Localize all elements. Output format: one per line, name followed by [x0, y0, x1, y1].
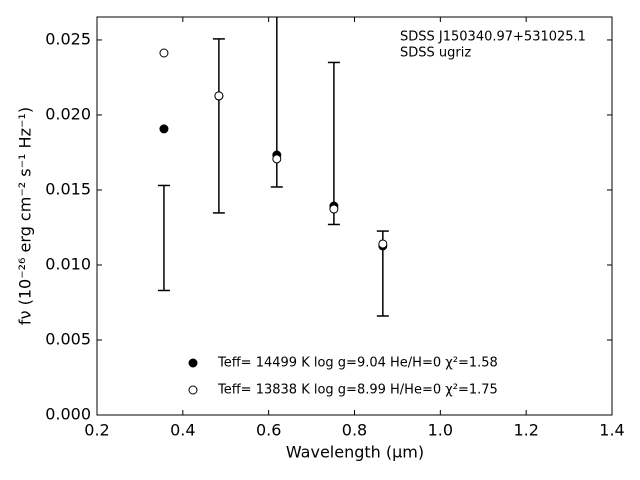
plot-area [157, 17, 389, 317]
y-axis-label: fν (10⁻²⁶ erg cm⁻² s⁻¹ Hz⁻¹) [16, 107, 35, 325]
point [329, 204, 339, 214]
x-tick-label: 0.6 [256, 421, 281, 440]
legend-label: Teff= 14499 K log g=9.04 He/H=0 χ²=1.58 [217, 356, 498, 371]
legend-marker [188, 385, 198, 395]
y-tick-label: 0.000 [45, 405, 91, 424]
x-tick-label: 0.2 [84, 421, 109, 440]
y-tick-label: 0.015 [45, 179, 91, 198]
y-tick-label: 0.020 [45, 104, 91, 123]
x-tick-label: 1.4 [599, 421, 624, 440]
y-tick-label: 0.010 [45, 254, 91, 273]
x-tick-label: 1.0 [428, 421, 453, 440]
point [378, 239, 388, 249]
x-axis-label: Wavelength (μm) [286, 443, 424, 462]
legend-marker [188, 358, 198, 368]
point [272, 154, 282, 164]
y-tick-label: 0.025 [45, 29, 91, 48]
annotation: SDSS ugriz [400, 46, 471, 61]
point [159, 48, 169, 58]
point [214, 91, 224, 101]
y-tick-label: 0.005 [45, 329, 91, 348]
x-tick-label: 1.2 [513, 421, 538, 440]
x-tick-label: 0.4 [170, 421, 195, 440]
x-tick-label: 0.8 [342, 421, 367, 440]
annotation: SDSS J150340.97+531025.1 [400, 30, 586, 45]
legend-label: Teff= 13838 K log g=8.99 H/He=0 χ²=1.75 [217, 383, 498, 398]
point [159, 124, 169, 134]
